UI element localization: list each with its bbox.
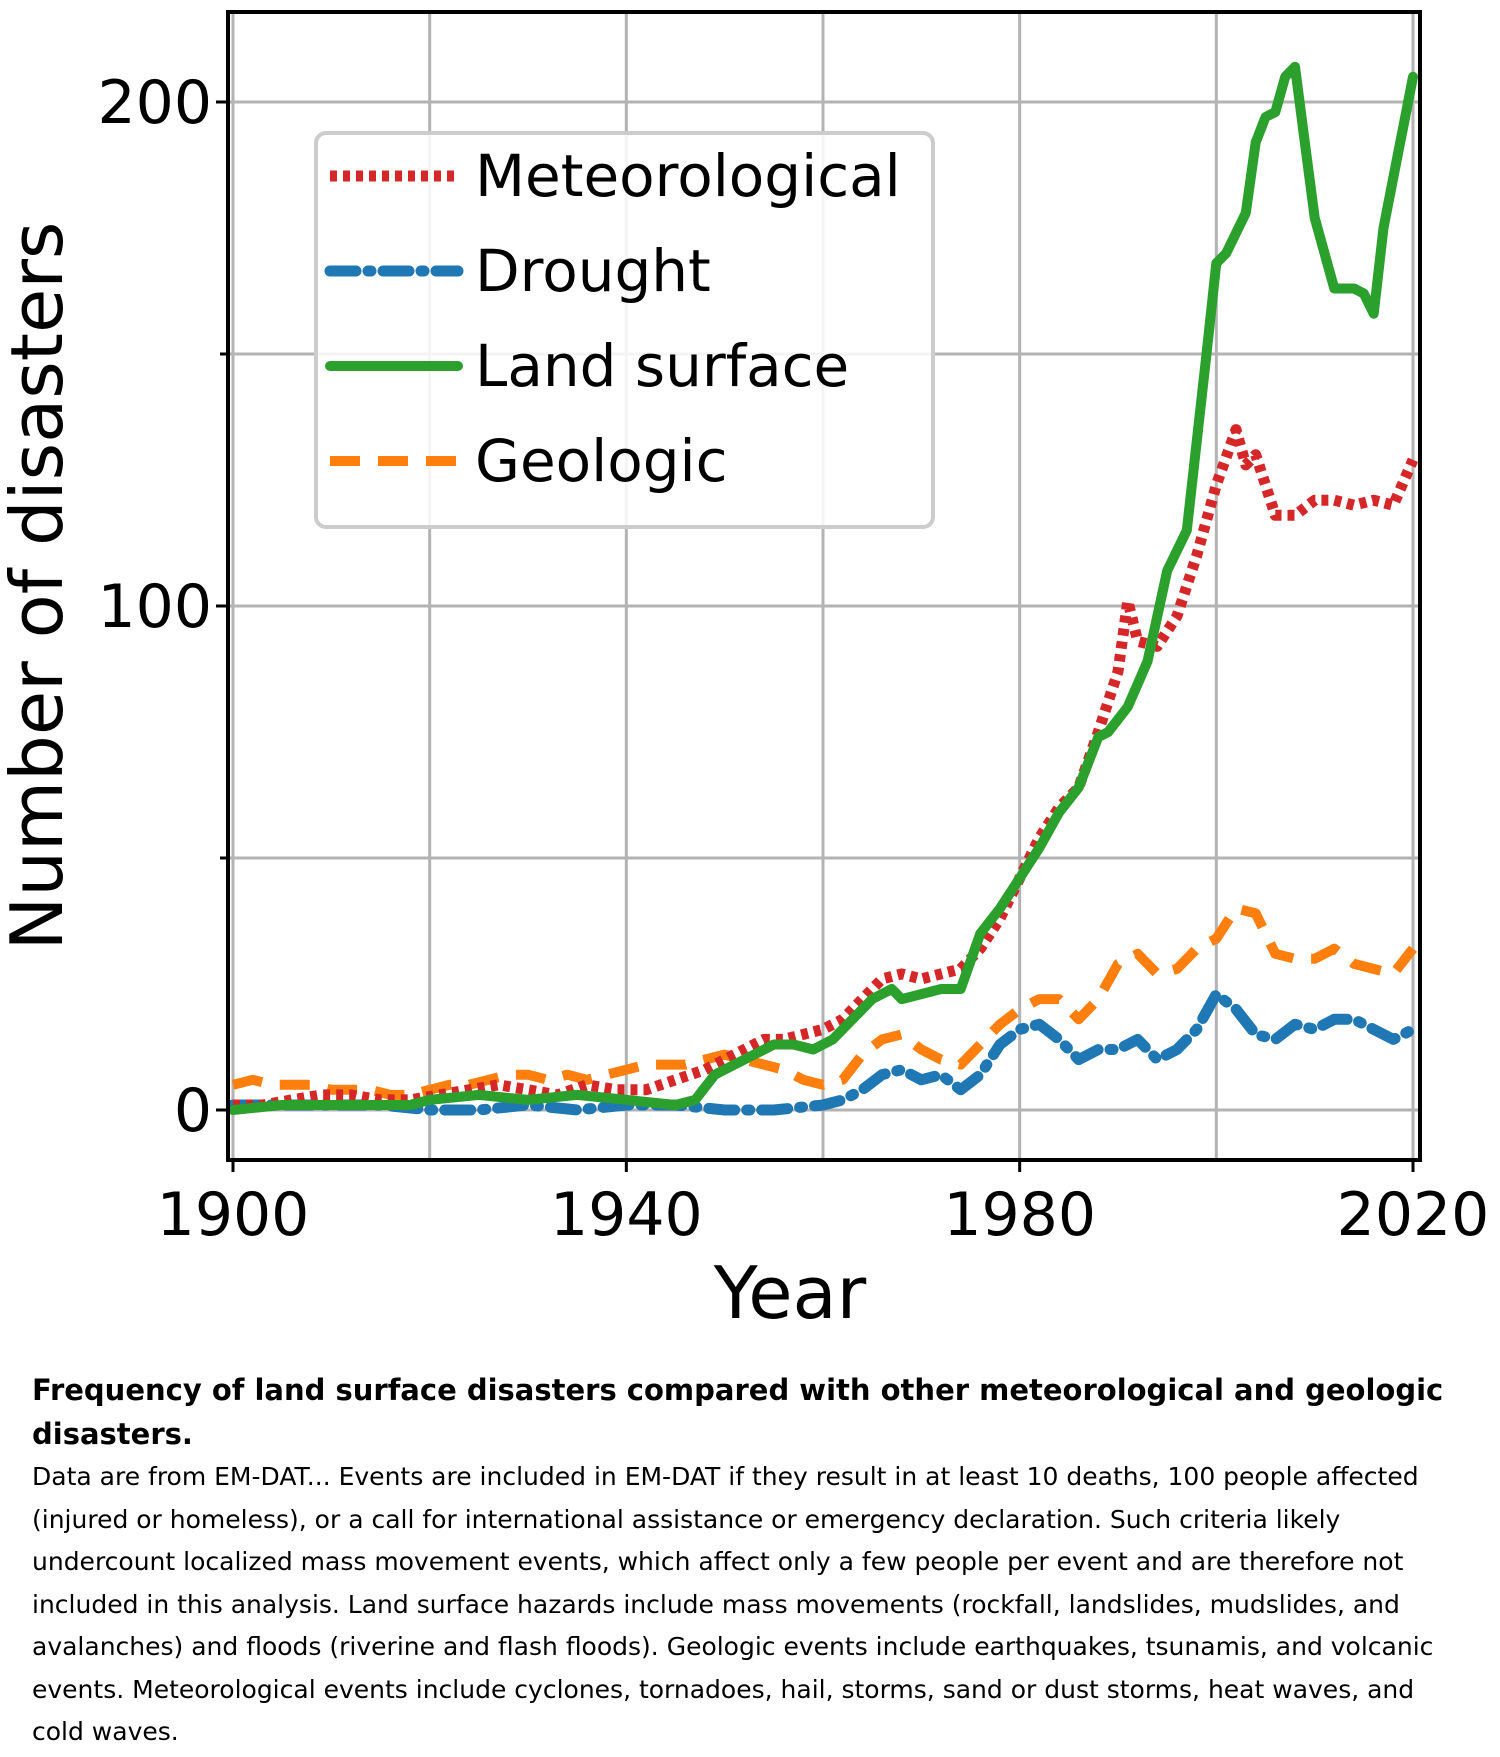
- x-tick-label-1900: 1900: [157, 1180, 310, 1250]
- legend: Meteorological Drought Land surface Geologi…: [314, 131, 935, 529]
- legend-label-drought: Drought: [475, 237, 711, 305]
- caption-body: Data are from EM-DAT... Events are inclu…: [32, 1462, 1434, 1746]
- x-tick-label-1940: 1940: [550, 1180, 703, 1250]
- y-tick-label-0: 0: [174, 1076, 212, 1146]
- legend-label-land-surface: Land surface: [475, 332, 849, 400]
- series-line-land-surface: [228, 61, 1418, 1115]
- axis-ticks: 1900 1940 1980 2020 0 100 200: [97, 68, 1489, 1250]
- y-tick-label-100: 100: [97, 572, 212, 642]
- legend-label-geologic: Geologic: [475, 427, 728, 495]
- series-line-drought: [227, 988, 1419, 1116]
- series-line-meteorological: [233, 424, 1419, 1111]
- disaster-frequency-chart: 1900 1940 1980 2020 0 100 200 Meteorological Dr…: [0, 10, 1489, 1335]
- legend-label-meteorological: Meteorological: [475, 142, 901, 210]
- series-line-geologic: [231, 903, 1417, 1100]
- caption-title: Frequency of land surface disasters comp…: [32, 1373, 1444, 1451]
- figure-caption: Frequency of land surface disasters comp…: [32, 1368, 1472, 1754]
- legend-box: [314, 131, 935, 529]
- plot-frame: [226, 10, 1422, 1162]
- x-axis-title: Year: [713, 1251, 867, 1335]
- x-tick-label-1980: 1980: [943, 1180, 1096, 1250]
- x-tick-label-2020: 2020: [1337, 1180, 1490, 1250]
- y-axis-title: Number of disasters: [0, 222, 79, 951]
- y-tick-label-200: 200: [97, 68, 212, 138]
- series-lines: [227, 61, 1419, 1116]
